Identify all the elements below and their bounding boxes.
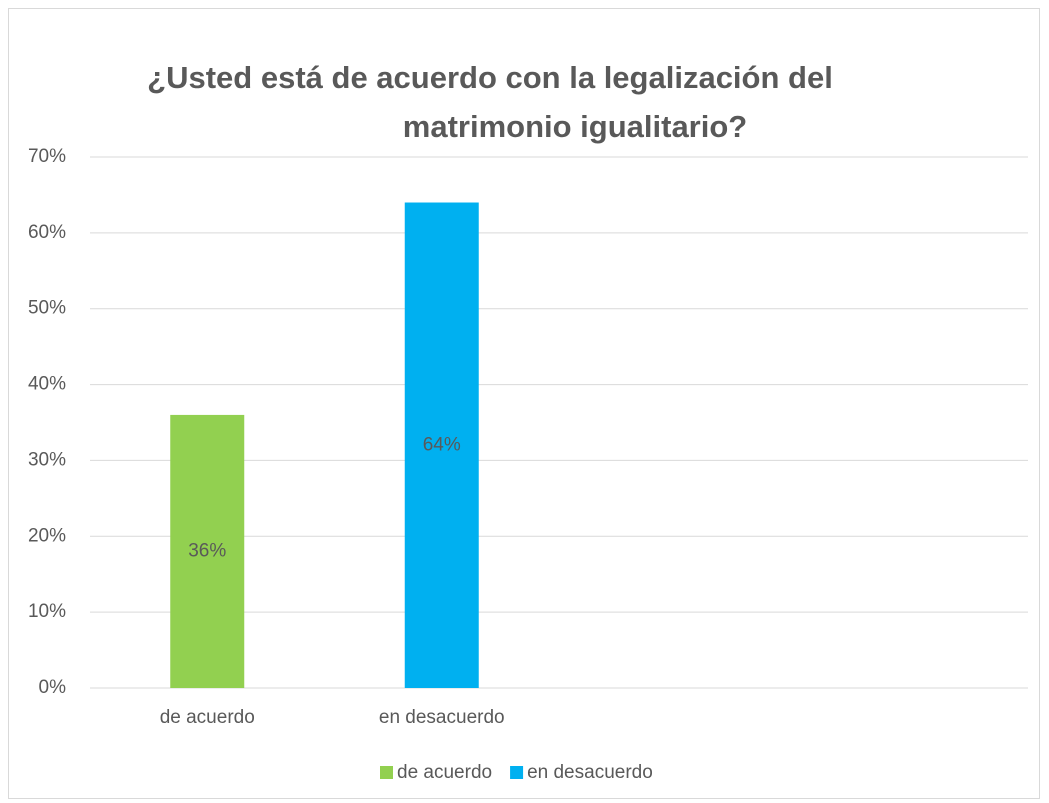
y-tick-label: 0% — [39, 677, 67, 698]
legend-swatch — [510, 766, 524, 779]
y-tick-label: 30% — [28, 449, 66, 470]
legend-label: de acuerdo — [397, 762, 492, 783]
data-label: 64% — [423, 434, 461, 455]
bar — [170, 414, 245, 688]
legend-swatch — [380, 766, 393, 779]
legend-label: en desacuerdo — [527, 762, 653, 783]
y-tick-label: 40% — [28, 374, 66, 395]
data-label: 36% — [188, 540, 226, 561]
y-tick-label: 50% — [28, 298, 66, 319]
chart-title: matrimonio igualitario? — [403, 109, 747, 144]
y-tick-label: 20% — [28, 525, 66, 546]
y-tick-label: 10% — [28, 601, 66, 622]
x-tick-label: en desacuerdo — [379, 707, 505, 728]
y-tick-label: 70% — [28, 146, 66, 167]
chart-title: ¿Usted está de acuerdo con la legalizaci… — [147, 60, 833, 95]
x-tick-label: de acuerdo — [160, 707, 255, 728]
y-tick-label: 60% — [28, 222, 66, 243]
bar — [404, 202, 479, 688]
